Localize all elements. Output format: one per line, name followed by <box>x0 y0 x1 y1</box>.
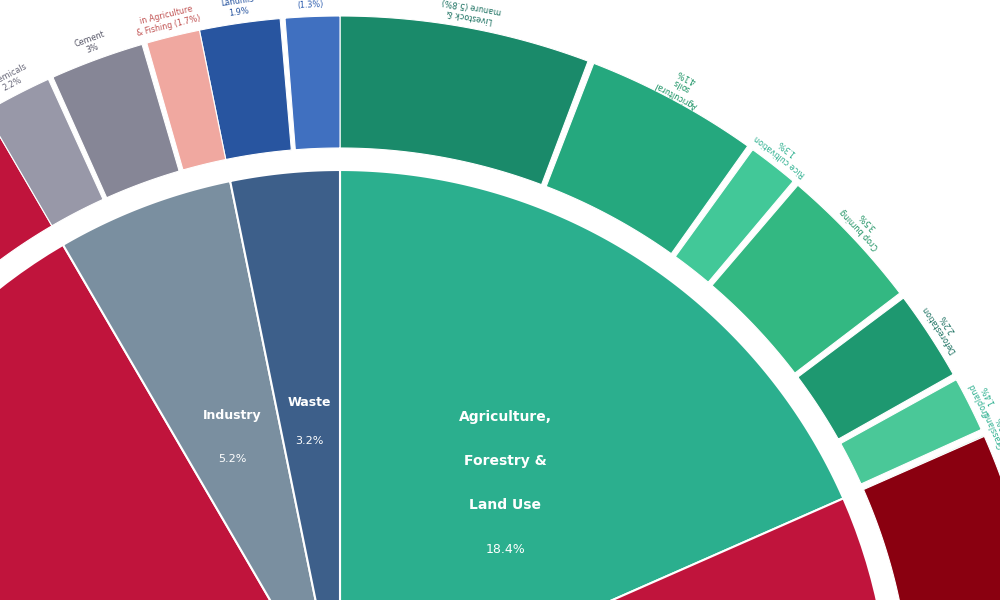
Text: Industry: Industry <box>203 409 261 422</box>
Polygon shape <box>546 64 748 254</box>
Text: Livestock &
manure (5.8%): Livestock & manure (5.8%) <box>439 0 502 26</box>
Text: Landfills
1.9%: Landfills 1.9% <box>221 0 256 19</box>
Polygon shape <box>340 170 843 600</box>
Polygon shape <box>53 44 179 198</box>
Polygon shape <box>798 298 953 439</box>
Text: in Agriculture
& Fishing (1.7%): in Agriculture & Fishing (1.7%) <box>134 3 202 38</box>
Text: 18.4%: 18.4% <box>485 542 525 556</box>
Polygon shape <box>864 436 1000 600</box>
Polygon shape <box>0 79 103 226</box>
Text: 5.2%: 5.2% <box>218 454 246 464</box>
Text: Wastewater
(1.3%): Wastewater (1.3%) <box>286 0 335 11</box>
Text: Cement
3%: Cement 3% <box>73 29 109 58</box>
Text: Agriculture,: Agriculture, <box>459 410 552 424</box>
Polygon shape <box>147 30 226 170</box>
Polygon shape <box>0 112 52 600</box>
Text: Waste: Waste <box>288 396 331 409</box>
Text: Cropland
1.4%: Cropland 1.4% <box>967 376 1000 418</box>
Text: Crop burning
3.5%: Crop burning 3.5% <box>839 199 889 251</box>
Polygon shape <box>340 16 588 185</box>
Polygon shape <box>841 380 981 484</box>
Polygon shape <box>199 19 291 160</box>
Text: Land Use: Land Use <box>469 498 541 512</box>
Polygon shape <box>230 170 340 600</box>
Text: Agricultural
soils
4.1%: Agricultural soils 4.1% <box>653 61 709 110</box>
Text: Forestry &: Forestry & <box>464 454 547 468</box>
Polygon shape <box>863 435 984 490</box>
Text: Grassland
0.1%: Grassland 0.1% <box>981 406 1000 450</box>
Polygon shape <box>0 245 890 600</box>
Text: Chemicals
2.2%: Chemicals 2.2% <box>0 61 33 98</box>
Polygon shape <box>63 181 340 600</box>
Polygon shape <box>712 185 900 373</box>
Polygon shape <box>285 16 340 150</box>
Text: Rice cultivation
1.3%: Rice cultivation 1.3% <box>753 125 814 179</box>
Text: 3.2%: 3.2% <box>295 436 324 446</box>
Polygon shape <box>675 149 793 282</box>
Text: Deforestation
2.2%: Deforestation 2.2% <box>920 298 967 355</box>
